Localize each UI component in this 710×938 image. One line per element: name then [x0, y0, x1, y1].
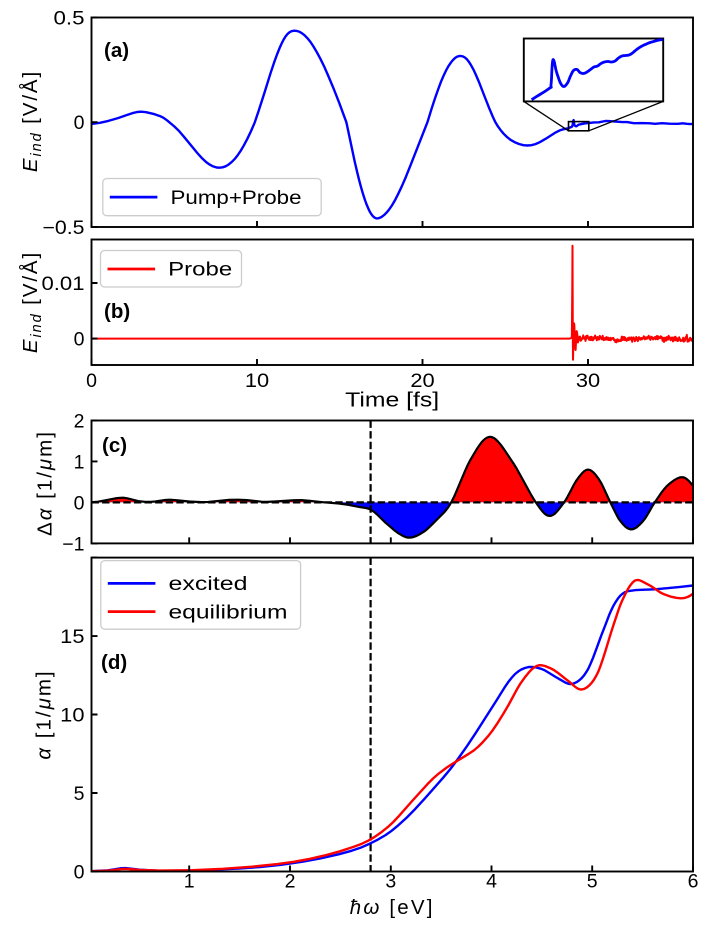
svg-text:20: 20 [410, 370, 434, 392]
svg-text:(c): (c) [102, 434, 127, 457]
svg-text:10: 10 [60, 705, 84, 727]
svg-text:15: 15 [60, 626, 84, 648]
svg-text:(d): (d) [101, 651, 127, 674]
svg-text:excited: excited [169, 573, 248, 595]
svg-text:(b): (b) [104, 300, 130, 323]
svg-text:1: 1 [74, 451, 85, 473]
svg-text:2: 2 [285, 871, 296, 893]
svg-text:0: 0 [74, 329, 85, 351]
svg-text:0: 0 [74, 492, 85, 514]
svg-text:Eind [V/Å]: Eind [V/Å] [19, 251, 45, 353]
svg-text:0.01: 0.01 [42, 273, 85, 295]
svg-text:Δα [1/μm]: Δα [1/μm] [34, 430, 57, 536]
svg-text:1: 1 [184, 871, 195, 893]
svg-text:equilibrium: equilibrium [169, 601, 288, 623]
svg-text:Probe: Probe [168, 259, 232, 281]
svg-text:−1: −1 [62, 533, 84, 555]
svg-text:0: 0 [86, 370, 97, 392]
svg-text:Eind [V/Å]: Eind [V/Å] [19, 70, 45, 172]
svg-text:−0.5: −0.5 [43, 217, 85, 239]
svg-text:(a): (a) [104, 39, 129, 62]
svg-text:Time [fs]: Time [fs] [345, 389, 439, 412]
svg-text:6: 6 [688, 871, 699, 893]
svg-text:Pump+Probe: Pump+Probe [171, 187, 302, 209]
svg-text:4: 4 [486, 871, 497, 893]
svg-text:0: 0 [74, 862, 85, 884]
svg-text:0: 0 [74, 112, 85, 134]
svg-text:5: 5 [587, 871, 598, 893]
svg-text:0.5: 0.5 [54, 8, 85, 30]
svg-text:ħω [eV]: ħω [eV] [350, 896, 435, 919]
svg-text:α [1/μm]: α [1/μm] [33, 669, 56, 759]
svg-text:5: 5 [74, 783, 85, 805]
svg-text:10: 10 [245, 370, 269, 392]
svg-text:30: 30 [576, 370, 600, 392]
svg-text:3: 3 [385, 871, 396, 893]
svg-text:2: 2 [74, 411, 85, 433]
